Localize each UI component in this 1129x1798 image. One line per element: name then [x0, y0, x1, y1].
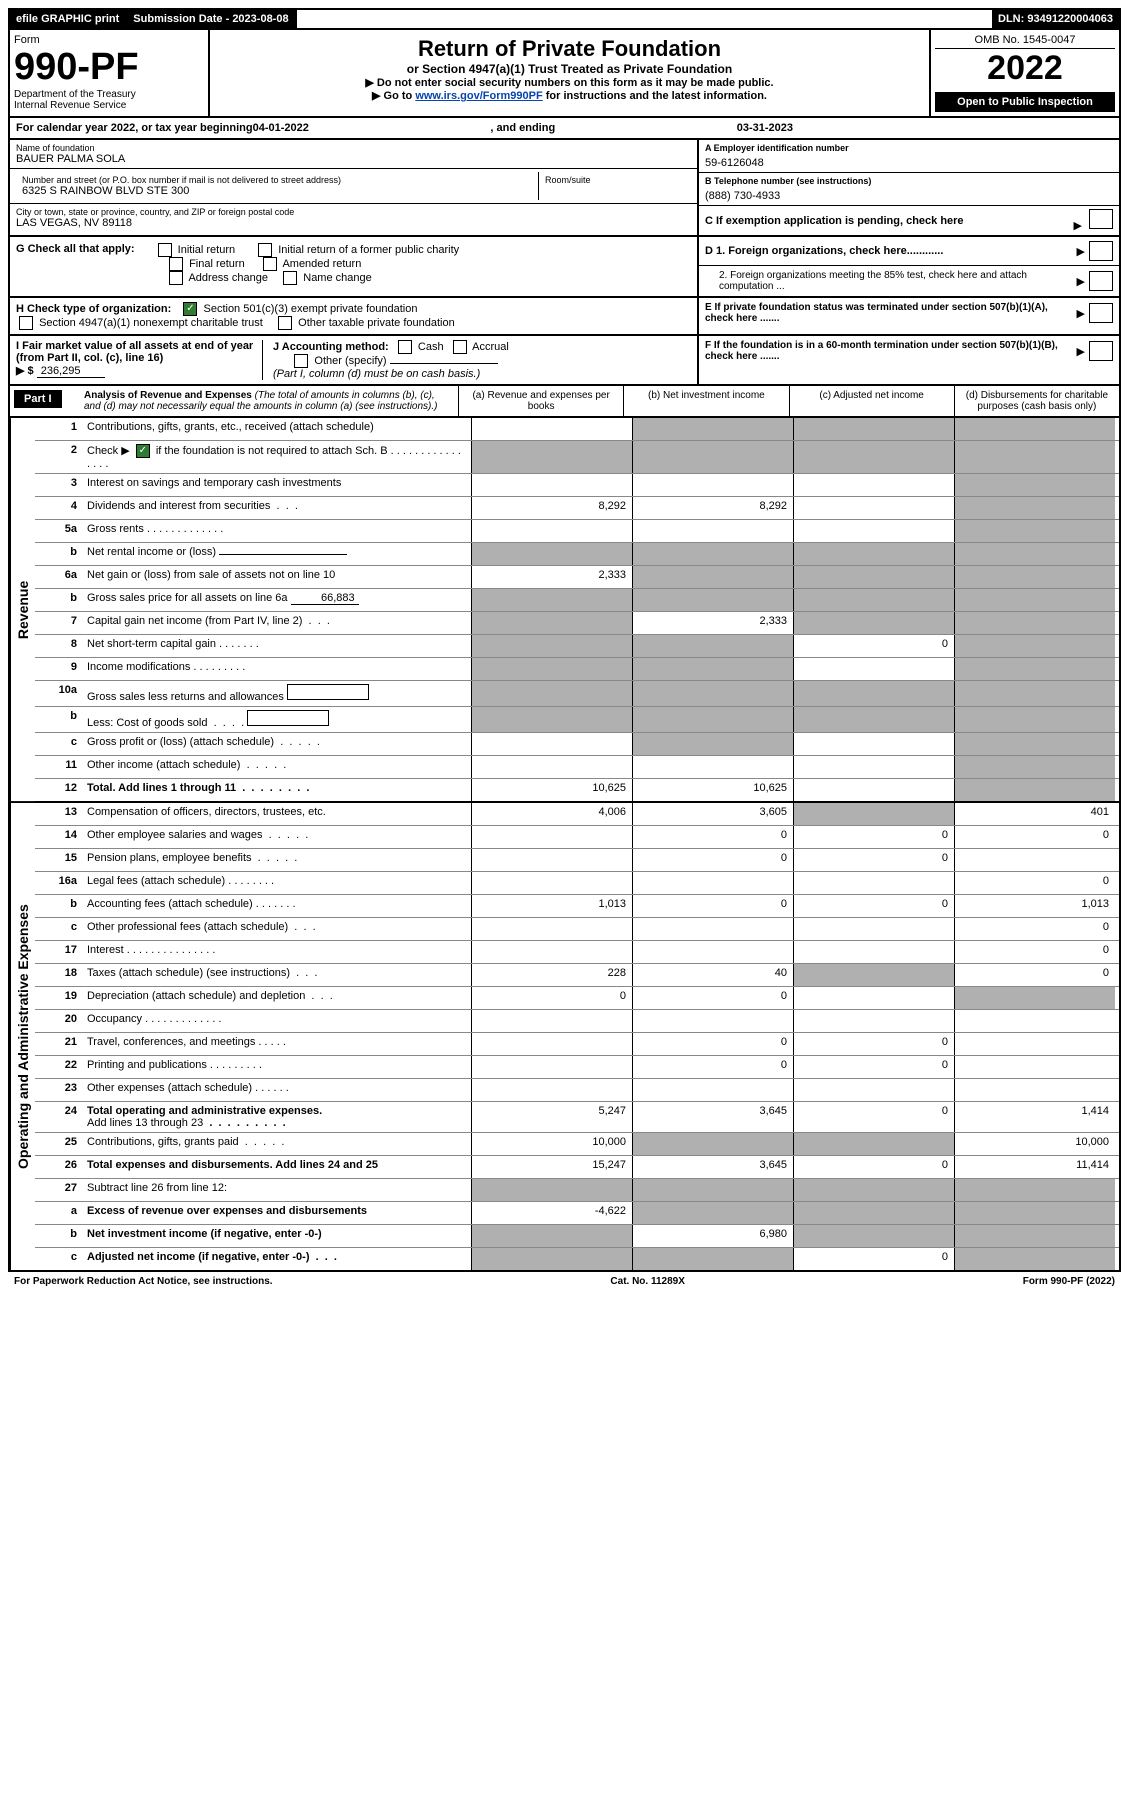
h-4947[interactable] [19, 316, 33, 330]
g-name-change[interactable] [283, 271, 297, 285]
address: 6325 S RAINBOW BLVD STE 300 [16, 185, 538, 200]
d1-label: D 1. Foreign organizations, check here..… [705, 245, 1077, 257]
j-other[interactable] [294, 354, 308, 368]
g-d-section: G Check all that apply: Initial return I… [8, 237, 1121, 298]
instruction-2: ▶ Go to www.irs.gov/Form990PF for instru… [216, 89, 923, 102]
form-title: Return of Private Foundation [216, 36, 923, 62]
top-bar: efile GRAPHIC print Submission Date - 20… [8, 8, 1121, 30]
g-amended[interactable] [263, 257, 277, 271]
col-c-hdr: (c) Adjusted net income [790, 386, 955, 416]
instruction-1: ▶ Do not enter social security numbers o… [216, 76, 923, 89]
ein: 59-6126048 [705, 153, 1113, 169]
d2-checkbox[interactable] [1089, 271, 1113, 291]
addr-label: Number and street (or P.O. box number if… [16, 172, 538, 185]
city: LAS VEGAS, NV 89118 [16, 217, 691, 229]
h-other-taxable[interactable] [278, 316, 292, 330]
col-a-hdr: (a) Revenue and expenses per books [459, 386, 624, 416]
f-checkbox[interactable] [1089, 341, 1113, 361]
i-label: I Fair market value of all assets at end… [16, 340, 253, 364]
e-label: E If private foundation status was termi… [705, 302, 1077, 324]
form-word: Form [14, 34, 204, 46]
d1-checkbox[interactable] [1089, 241, 1113, 261]
g-initial-public[interactable] [258, 243, 272, 257]
h-e-section: H Check type of organization: Section 50… [8, 298, 1121, 336]
telephone: (888) 730-4933 [705, 186, 1113, 202]
part1-title: Analysis of Revenue and Expenses [84, 390, 252, 401]
g-address-change[interactable] [169, 271, 183, 285]
irs: Internal Revenue Service [14, 100, 204, 111]
l2-checkbox[interactable] [136, 444, 150, 458]
form-subtitle: or Section 4947(a)(1) Trust Treated as P… [216, 62, 923, 76]
expenses-section: Operating and Administrative Expenses 13… [8, 803, 1121, 1272]
foundation-name: BAUER PALMA SOLA [16, 153, 691, 165]
c-label: C If exemption application is pending, c… [705, 215, 964, 227]
footer-right: Form 990-PF (2022) [1023, 1276, 1115, 1287]
part1-label: Part I [14, 390, 62, 408]
h-501c3[interactable] [183, 302, 197, 316]
tax-year: 2022 [935, 49, 1115, 88]
omb: OMB No. 1545-0047 [935, 34, 1115, 49]
city-label: City or town, state or province, country… [16, 207, 691, 217]
tel-label: B Telephone number (see instructions) [705, 176, 1113, 186]
i-j-f-section: I Fair market value of all assets at end… [8, 336, 1121, 386]
col-b-hdr: (b) Net investment income [624, 386, 789, 416]
form-header: Form 990-PF Department of the Treasury I… [8, 30, 1121, 118]
form-link[interactable]: www.irs.gov/Form990PF [415, 90, 542, 102]
part1-header: Part I Analysis of Revenue and Expenses … [8, 386, 1121, 418]
j-note: (Part I, column (d) must be on cash basi… [273, 368, 480, 380]
e-checkbox[interactable] [1089, 303, 1113, 323]
dept: Department of the Treasury [14, 89, 204, 100]
footer-left: For Paperwork Reduction Act Notice, see … [14, 1276, 273, 1287]
g-final[interactable] [169, 257, 183, 271]
c-checkbox[interactable] [1089, 209, 1113, 229]
f-label: F If the foundation is in a 60-month ter… [705, 340, 1077, 362]
j-accrual[interactable] [453, 340, 467, 354]
footer: For Paperwork Reduction Act Notice, see … [8, 1272, 1121, 1291]
open-inspection: Open to Public Inspection [935, 92, 1115, 112]
j-label: J Accounting method: [273, 341, 389, 353]
submission-date: Submission Date - 2023-08-08 [127, 10, 296, 28]
name-label: Name of foundation [16, 143, 691, 153]
expenses-side-label: Operating and Administrative Expenses [10, 803, 35, 1270]
g-initial-return[interactable] [158, 243, 172, 257]
ein-label: A Employer identification number [705, 143, 1113, 153]
form-number: 990-PF [14, 46, 204, 89]
revenue-section: Revenue 1Contributions, gifts, grants, e… [8, 418, 1121, 803]
i-value: 236,295 [37, 365, 105, 378]
dln: DLN: 93491220004063 [992, 10, 1119, 28]
d2-label: 2. Foreign organizations meeting the 85%… [705, 270, 1077, 292]
j-cash[interactable] [398, 340, 412, 354]
room-label: Room/suite [545, 175, 685, 185]
h-label: H Check type of organization: [16, 303, 171, 315]
efile-label: efile GRAPHIC print [10, 10, 127, 28]
footer-mid: Cat. No. 11289X [610, 1276, 684, 1287]
entity-block: Name of foundation BAUER PALMA SOLA Numb… [8, 140, 1121, 237]
revenue-side-label: Revenue [10, 418, 35, 801]
calendar-year-row: For calendar year 2022, or tax year begi… [8, 118, 1121, 140]
col-d-hdr: (d) Disbursements for charitable purpose… [955, 386, 1119, 416]
g-label: G Check all that apply: [16, 243, 135, 257]
